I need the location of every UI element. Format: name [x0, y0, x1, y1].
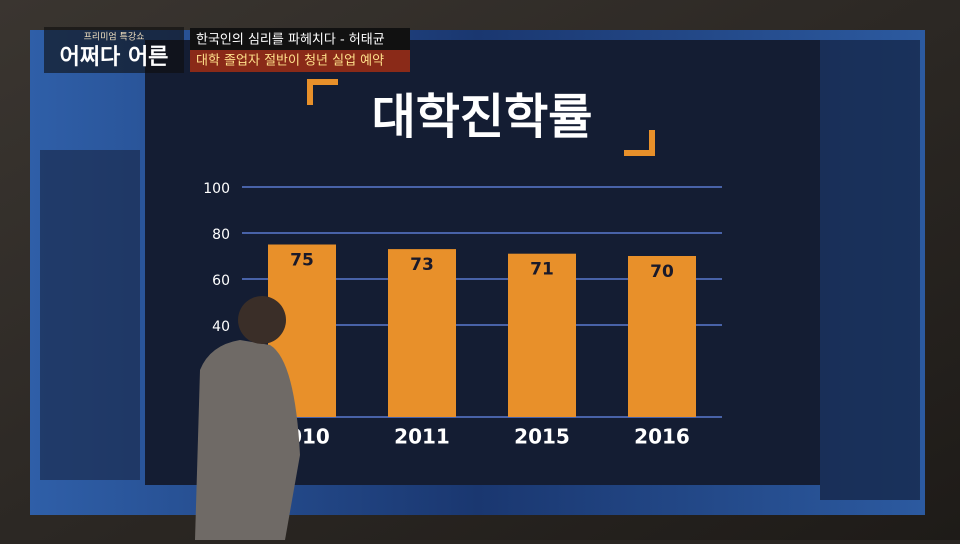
show-label: 프리미엄 특강쇼	[84, 31, 145, 43]
screen-art	[40, 150, 140, 480]
headline: 한국인의 심리를 파헤치다 - 허태균	[196, 33, 385, 48]
title-bracket	[624, 130, 655, 156]
y-tick-label: 40	[212, 319, 230, 335]
bar	[508, 253, 576, 417]
headline-box	[190, 28, 410, 50]
bar	[388, 249, 456, 417]
logo-box	[44, 27, 184, 73]
x-tick-label: 2011	[394, 425, 450, 449]
title-bracket	[307, 79, 338, 105]
x-tick-label: 2016	[634, 425, 690, 449]
presenter-head	[238, 296, 286, 344]
y-tick-label: 100	[203, 181, 230, 197]
presenter	[195, 340, 300, 540]
value-label: 75	[290, 251, 314, 271]
y-tick-label: 60	[212, 273, 230, 289]
program-logo: 어쩌다 어른	[60, 45, 169, 70]
y-tick-label: 80	[212, 227, 230, 243]
chart-title: 대학진학률	[372, 89, 593, 145]
value-label: 73	[410, 255, 434, 275]
subheadline-box	[190, 50, 410, 72]
subheadline: 대학 졸업자 절반이 청년 실업 예약	[196, 54, 384, 69]
screen-art	[820, 40, 920, 500]
x-tick-label: 2015	[514, 425, 570, 449]
value-label: 70	[650, 262, 674, 282]
value-label: 71	[530, 260, 554, 280]
bar	[628, 256, 696, 417]
